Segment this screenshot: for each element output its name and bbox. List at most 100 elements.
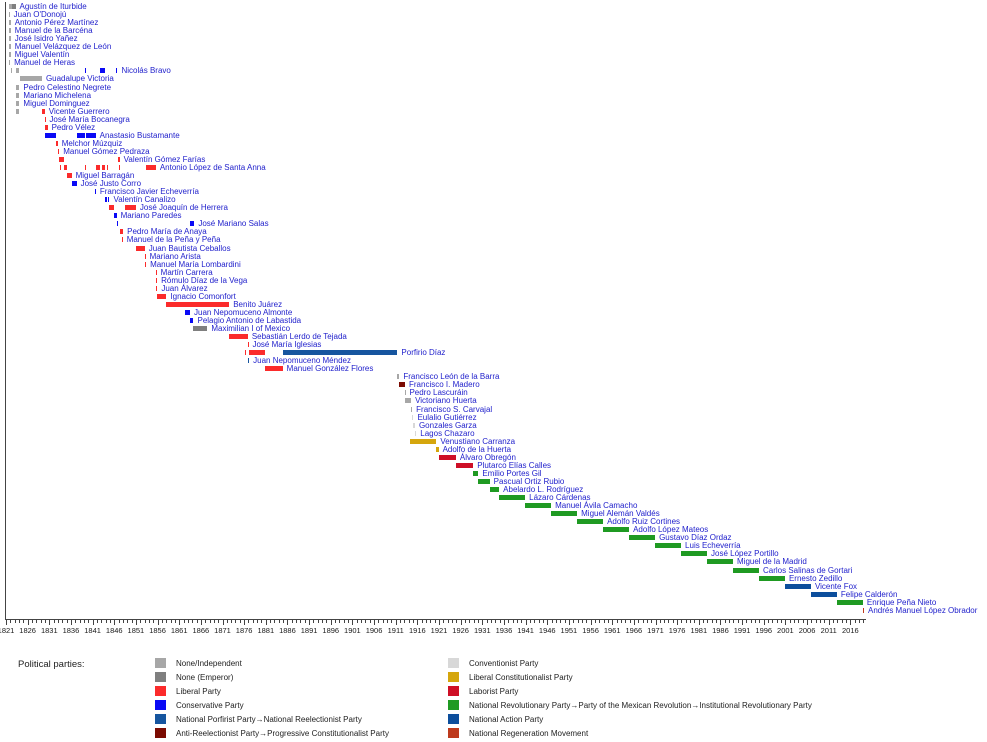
term-bar (438, 454, 456, 460)
axis-minor-tick (31, 620, 33, 623)
axis-tick-label: 1981 (690, 626, 708, 635)
president-label: Francisco I. Madero (409, 380, 480, 390)
axis-minor-tick (101, 620, 103, 623)
axis-minor-tick (118, 620, 120, 623)
axis-minor-tick (577, 620, 579, 623)
axis-minor-tick (348, 620, 350, 623)
timeline-row: Valentín Gómez Farías (0, 155, 987, 164)
president-label: Maximilian I of Mexico (211, 324, 291, 333)
axis-major-tick (309, 620, 311, 625)
y-axis-line (5, 2, 6, 619)
axis-minor-tick (140, 620, 142, 623)
axis-minor-tick (724, 620, 726, 623)
axis-minor-tick (187, 620, 189, 623)
axis-major-tick (330, 620, 332, 625)
axis-minor-tick (776, 620, 778, 623)
axis-minor-tick (707, 620, 709, 623)
timeline-row: Ignacio Comonfort (0, 292, 987, 301)
term-bar (44, 124, 48, 130)
axis-minor-tick (213, 620, 215, 623)
axis-minor-tick (248, 620, 250, 623)
axis-minor-tick (681, 620, 683, 623)
term-bar (108, 197, 110, 203)
term-bar (193, 326, 208, 331)
axis-minor-tick (477, 620, 479, 623)
axis-minor-tick (205, 620, 207, 623)
axis-minor-tick (361, 620, 363, 623)
timeline-row: Manuel de la Barcéna (0, 26, 987, 35)
timeline-row: Lagos Chazaro (0, 429, 987, 438)
president-label: Benito Juárez (233, 299, 283, 309)
term-bar (411, 406, 413, 412)
axis-minor-tick (542, 620, 544, 623)
term-bar (404, 390, 406, 396)
president-label: Miguel Dominguez (23, 98, 90, 108)
term-bar (41, 108, 45, 114)
timeline-row: José Mariano Salas (0, 219, 987, 228)
axis-tick-label: 1886 (279, 626, 296, 635)
axis-minor-tick (798, 620, 800, 623)
term-bar (145, 165, 156, 170)
term-bar (629, 535, 656, 541)
president-label: Eulalio Gutiérrez (417, 412, 477, 422)
axis-minor-tick (620, 620, 622, 623)
timeline-row: Agustín de Iturbide (0, 2, 987, 11)
timeline-row: Gustavo Díaz Ordaz (0, 533, 987, 542)
timeline-row: Carlos Salinas de Gortari (0, 566, 987, 575)
legend-label: National Revolutionary Party→Party of th… (469, 700, 812, 710)
timeline-row: José López Portillo (0, 549, 987, 558)
term-bar (63, 165, 68, 170)
axis-minor-tick (564, 620, 566, 623)
axis-minor-tick (430, 620, 432, 623)
term-bar (102, 165, 105, 170)
axis-minor-tick (529, 620, 531, 623)
axis-minor-tick (408, 620, 410, 623)
axis-minor-tick (538, 620, 540, 623)
axis-tick-label: 1826 (19, 626, 36, 635)
axis-tick-label: 1831 (40, 626, 58, 635)
legend-swatch (155, 699, 166, 710)
axis-minor-tick (304, 620, 306, 623)
president-label: Vicente Guerrero (48, 106, 110, 116)
timeline-row: Adolfo López Mateos (0, 525, 987, 534)
axis-tick-label: 1851 (127, 626, 145, 635)
axis-major-tick (850, 620, 852, 625)
president-label: Porfirio Díaz (401, 348, 446, 358)
term-bar (119, 165, 121, 170)
axis-minor-tick (261, 620, 263, 623)
axis-minor-tick (703, 620, 705, 623)
axis-minor-tick (278, 620, 280, 623)
timeline-row: Nicolás Bravo (0, 66, 987, 75)
timeline-row: Rómulo Díaz de la Vega (0, 276, 987, 285)
timeline-row: Venustiano Carranza (0, 437, 987, 446)
president-label: Andrés Manuel López Obrador (867, 605, 978, 615)
axis-minor-tick (161, 620, 163, 623)
axis-major-tick (655, 620, 657, 625)
axis-minor-tick (131, 620, 133, 623)
term-bar (135, 245, 145, 251)
timeline-row: Pedro María de Anaya (0, 227, 987, 236)
legend: Political parties: None/Independent None … (0, 652, 987, 742)
axis-minor-tick (404, 620, 406, 623)
axis-major-tick (720, 620, 722, 625)
president-label: Manuel Ávila Camacho (555, 501, 638, 511)
axis-minor-tick (694, 620, 696, 623)
term-bar (577, 519, 604, 525)
president-label: José Justo Corro (80, 179, 142, 189)
term-bar (478, 478, 490, 484)
axis-major-tick (525, 620, 527, 625)
president-label: Francisco S. Carvajal (416, 404, 493, 414)
axis-major-tick (698, 620, 700, 625)
x-axis-line (5, 619, 866, 620)
term-bar (44, 116, 46, 122)
term-bar (603, 527, 630, 533)
president-label: Adolfo Ruiz Cortines (607, 517, 681, 527)
axis-major-tick (70, 620, 72, 625)
president-label: Juan O'Donojú (13, 10, 67, 20)
axis-minor-tick (746, 620, 748, 623)
axis-minor-tick (75, 620, 77, 623)
term-bar (244, 350, 246, 356)
president-label: Juan Álvarez (161, 283, 208, 293)
axis-minor-tick (837, 620, 839, 623)
axis-minor-tick (339, 620, 341, 623)
